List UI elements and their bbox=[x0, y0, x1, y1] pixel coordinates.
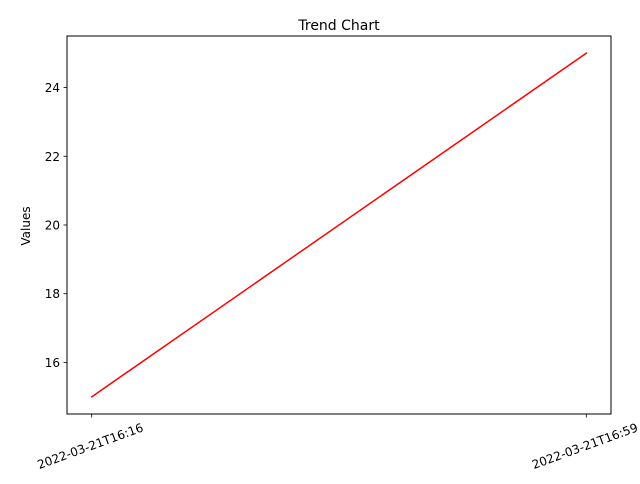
y-tick-label: 24 bbox=[45, 81, 60, 95]
x-axis-ticks: 2022-03-21T16:16 2022-03-21T16:59 bbox=[35, 414, 640, 472]
series-layer bbox=[90, 52, 588, 398]
series-line bbox=[90, 52, 588, 398]
y-tick-label: 20 bbox=[45, 219, 60, 233]
y-axis-ticks: 16 18 20 22 24 bbox=[45, 81, 67, 370]
chart-title: Trend Chart bbox=[297, 18, 380, 34]
y-tick-label: 22 bbox=[45, 150, 60, 164]
y-tick-label: 18 bbox=[45, 287, 60, 301]
x-tick-label: 2022-03-21T16:59 bbox=[530, 421, 640, 472]
x-tick-label: 2022-03-21T16:16 bbox=[35, 421, 145, 472]
y-axis-label: Values bbox=[19, 206, 33, 245]
plot-frame bbox=[66, 35, 612, 415]
y-tick-label: 16 bbox=[45, 356, 60, 370]
